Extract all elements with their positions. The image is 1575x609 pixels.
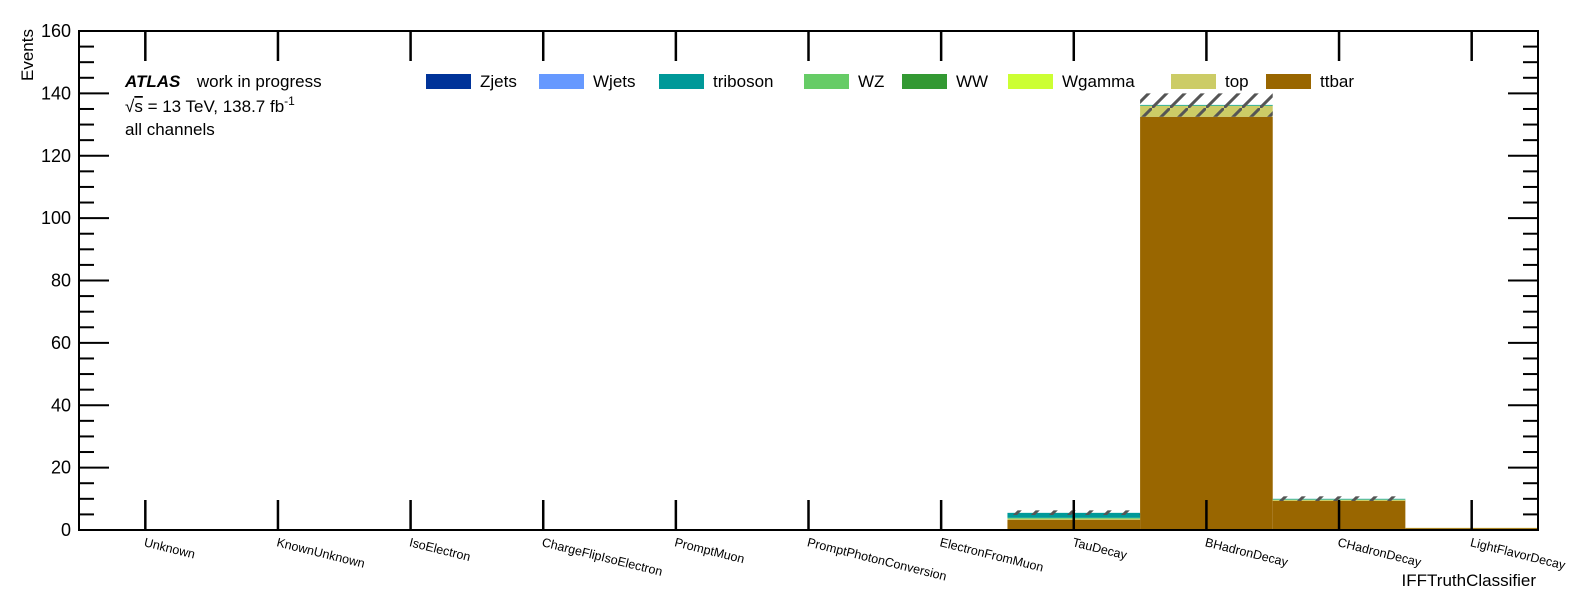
uncertainty-bhadrondecay: [1140, 93, 1273, 117]
y-tick-label: 20: [51, 458, 71, 478]
y-tick-label: 160: [41, 21, 71, 41]
annotation-block: ATLAS work in progress √s = 13 TeV, 138.…: [124, 72, 322, 139]
x-category-label: KnownUnknown: [275, 535, 366, 570]
stacked-bars: [1007, 104, 1538, 530]
legend-swatch-wgamma: [1008, 74, 1053, 89]
y-tick-label: 140: [41, 83, 71, 103]
legend-swatch-wz: [804, 74, 849, 89]
legend-label-top: top: [1225, 72, 1249, 91]
sqrt-s: s: [134, 97, 143, 116]
legend-swatch-top: [1171, 74, 1216, 89]
y-tick-label: 40: [51, 395, 71, 415]
x-category-label: BHadronDecay: [1204, 535, 1290, 569]
channel-label: all channels: [125, 120, 215, 139]
legend-label-wgamma: Wgamma: [1062, 72, 1135, 91]
legend: Zjets Wjets triboson WZ WW Wgamma top ttbar: [426, 72, 1354, 91]
legend-swatch-ttbar: [1266, 74, 1311, 89]
sqrt-symbol: √: [125, 97, 135, 116]
legend-swatch-triboson: [659, 74, 704, 89]
atlas-label: ATLAS: [124, 72, 181, 91]
x-axis-title: IFFTruthClassifier: [1402, 571, 1537, 590]
x-category-label: TauDecay: [1071, 535, 1129, 562]
legend-swatch-ww: [902, 74, 947, 89]
uncertainty-chadrondecay: [1272, 496, 1406, 501]
y-tick-label: 80: [51, 271, 71, 291]
x-category-label: IsoElectron: [408, 535, 472, 564]
y-tick-label: 0: [61, 520, 71, 540]
energy-lumi-text: = 13 TeV, 138.7 fb: [143, 97, 284, 116]
x-category-label: CHadronDecay: [1336, 535, 1423, 569]
y-axis: 0 20 40 60 80 100 120 140 160: [41, 21, 1538, 540]
atlas-label-line: ATLAS work in progress: [124, 72, 322, 91]
y-axis-title: Events: [18, 29, 37, 81]
y-tick-label: 100: [41, 208, 71, 228]
legend-swatch-wjets: [539, 74, 584, 89]
legend-label-zjets: Zjets: [480, 72, 517, 91]
x-category-label: ChargeFlipIsoElectron: [541, 535, 664, 579]
lumi-exponent: -1: [284, 94, 295, 108]
bar-ttbar-bhadrondecay: [1140, 116, 1273, 530]
plot-frame: [78, 30, 1539, 531]
y-tick-label: 120: [41, 146, 71, 166]
x-category-label: PromptMuon: [673, 535, 746, 566]
legend-label-ttbar: ttbar: [1320, 72, 1354, 91]
energy-lumi-label: √s = 13 TeV, 138.7 fb-1: [125, 94, 295, 116]
y-tick-label: 60: [51, 333, 71, 353]
legend-swatch-zjets: [426, 74, 471, 89]
x-category-label: ElectronFromMuon: [938, 535, 1045, 574]
legend-label-triboson: triboson: [713, 72, 773, 91]
x-category-label: Unknown: [143, 535, 197, 561]
x-category-label: LightFlavorDecay: [1469, 535, 1567, 572]
status-label: work in progress: [196, 72, 322, 91]
x-category-label: PromptPhotonConversion: [806, 535, 948, 583]
legend-label-ww: WW: [956, 72, 988, 91]
legend-label-wz: WZ: [858, 72, 884, 91]
legend-label-wjets: Wjets: [593, 72, 636, 91]
